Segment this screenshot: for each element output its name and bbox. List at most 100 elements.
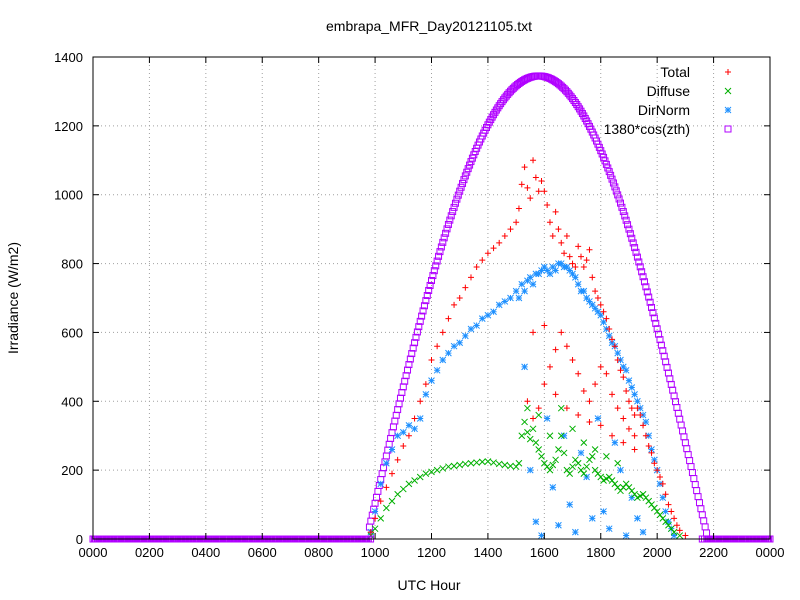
data-point	[698, 511, 706, 519]
x-tick-label: 1400	[473, 545, 502, 560]
data-point	[617, 466, 624, 474]
data-point	[628, 234, 636, 242]
data-point	[549, 233, 556, 240]
data-point	[411, 339, 419, 347]
data-point	[544, 202, 551, 209]
data-point	[591, 304, 599, 312]
data-point	[552, 267, 559, 274]
data-point	[467, 325, 475, 333]
data-point	[521, 164, 528, 171]
data-point	[394, 490, 402, 498]
data-point	[623, 387, 630, 394]
data-point	[566, 253, 573, 260]
data-point	[642, 283, 650, 291]
data-point	[543, 415, 551, 422]
data-point	[524, 277, 531, 285]
data-point	[628, 384, 636, 391]
x-tick-label: 2200	[699, 545, 728, 560]
data-point	[611, 343, 618, 350]
data-point	[543, 267, 551, 274]
data-point	[688, 469, 696, 477]
x-tick-label: 1800	[586, 545, 615, 560]
data-point	[659, 480, 666, 487]
data-point	[580, 470, 588, 477]
data-point	[684, 451, 692, 459]
data-point	[597, 301, 604, 308]
data-point	[518, 432, 526, 440]
data-point	[572, 273, 579, 281]
data-point	[656, 474, 663, 481]
grid-lines	[93, 57, 770, 539]
data-point	[634, 397, 641, 405]
data-point	[443, 225, 451, 233]
data-point	[495, 301, 503, 309]
data-point	[622, 366, 630, 374]
data-point	[645, 293, 653, 301]
data-point	[521, 363, 528, 371]
data-point	[703, 529, 711, 537]
y-tick-label: 800	[61, 257, 83, 272]
series-total	[367, 157, 689, 539]
x-tick-label: 1000	[361, 545, 390, 560]
data-point	[633, 253, 641, 261]
data-point	[532, 174, 539, 181]
data-point	[650, 456, 658, 464]
data-point	[614, 191, 622, 199]
data-point	[478, 315, 486, 323]
data-point	[439, 238, 447, 246]
data-point	[662, 508, 669, 515]
data-point	[445, 315, 452, 322]
data-point	[416, 415, 424, 422]
data-point	[426, 281, 434, 289]
data-point	[700, 517, 708, 525]
data-point	[583, 257, 590, 264]
data-point	[606, 325, 613, 332]
data-point	[639, 528, 647, 536]
data-point	[648, 449, 655, 456]
data-point	[653, 325, 661, 333]
data-point	[631, 391, 638, 398]
data-point	[611, 183, 619, 191]
data-point	[415, 323, 423, 331]
data-point	[557, 432, 565, 440]
chart-title: embrapa_MFR_Day20121105.txt	[326, 18, 532, 34]
data-point	[546, 363, 553, 370]
data-point	[566, 267, 574, 274]
y-tick-labels: 0 200 400 600 800 1000 1200 1400	[54, 50, 83, 547]
data-point	[639, 273, 647, 281]
y-tick-label: 400	[61, 394, 83, 409]
data-point	[420, 302, 428, 310]
data-point	[625, 425, 632, 432]
data-point	[530, 157, 537, 164]
data-point	[546, 432, 554, 440]
data-point	[563, 263, 571, 271]
data-point	[535, 188, 542, 195]
data-point	[456, 339, 464, 347]
data-point	[513, 219, 520, 226]
data-point	[428, 377, 435, 384]
data-point	[391, 417, 399, 425]
data-point	[535, 270, 543, 278]
data-point	[461, 172, 469, 180]
data-point	[446, 216, 454, 224]
data-point	[524, 428, 531, 436]
data-point	[449, 208, 457, 216]
data-point	[518, 280, 526, 288]
data-point	[634, 405, 641, 412]
data-point	[597, 422, 604, 429]
data-point	[411, 415, 418, 422]
series-dirnorm	[367, 260, 678, 539]
data-point	[649, 309, 657, 317]
data-point	[439, 329, 446, 336]
data-point	[535, 446, 543, 453]
data-point	[618, 203, 626, 211]
data-point	[450, 462, 458, 470]
data-point	[422, 391, 430, 398]
data-point	[552, 391, 559, 398]
data-point	[440, 234, 448, 242]
data-point	[569, 270, 576, 278]
data-point	[605, 332, 613, 340]
data-point	[588, 301, 596, 309]
legend-label: DirNorm	[638, 102, 690, 118]
data-point	[444, 220, 452, 228]
